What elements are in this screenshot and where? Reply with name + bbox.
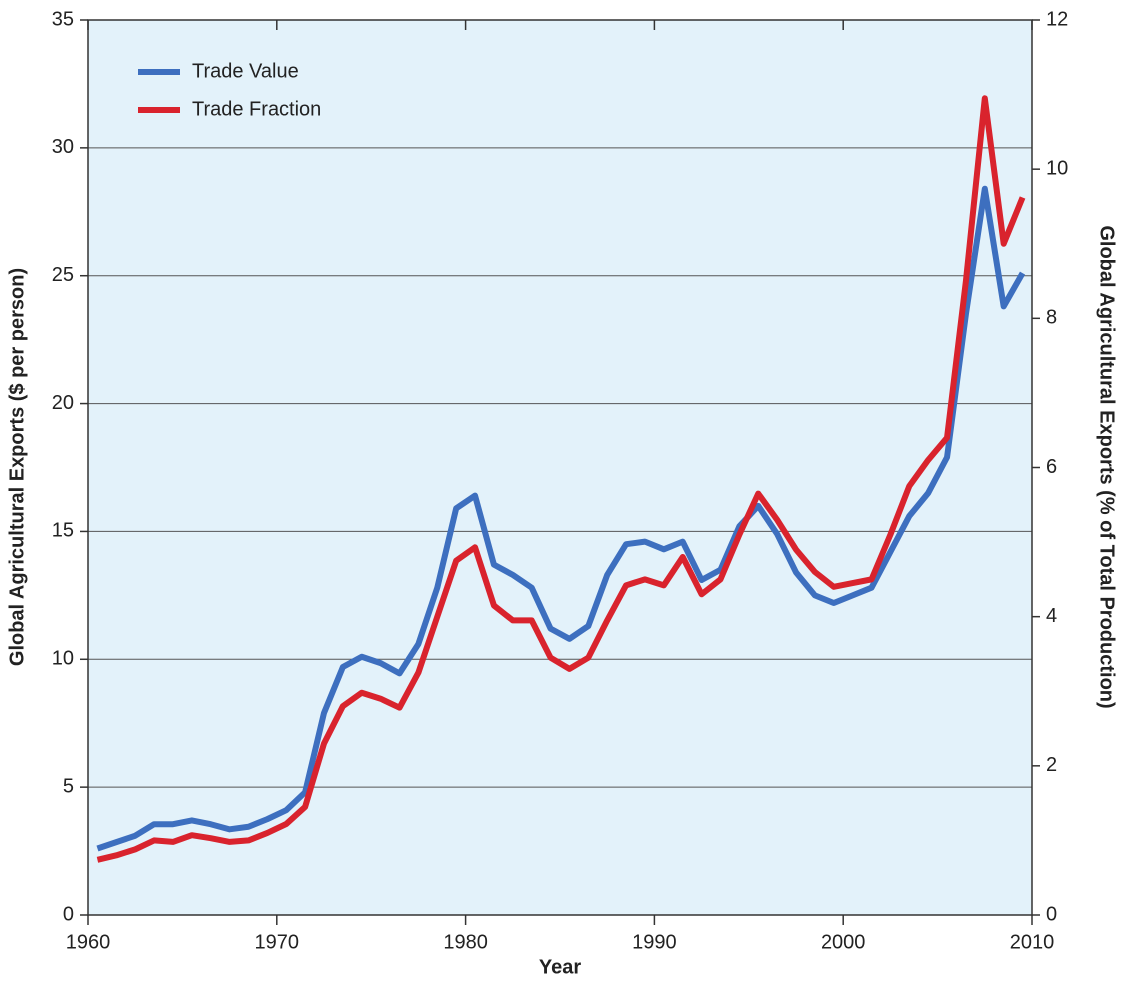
y-tick-label: 35 (52, 8, 74, 30)
y-axis-title: Global Agricultural Exports ($ per perso… (6, 268, 28, 666)
y2-tick-label: 10 (1046, 157, 1068, 179)
legend-label: Trade Value (192, 60, 299, 82)
y2-tick-label: 0 (1046, 903, 1057, 925)
plot-background (88, 20, 1032, 915)
legend-label: Trade Fraction (192, 98, 321, 120)
y2-tick-label: 12 (1046, 8, 1068, 30)
x-axis-title: Year (539, 956, 581, 978)
x-tick-label: 2000 (821, 931, 866, 953)
y2-tick-label: 2 (1046, 754, 1057, 776)
y-tick-label: 15 (52, 520, 74, 542)
x-tick-label: 1980 (443, 931, 488, 953)
x-tick-label: 1990 (632, 931, 677, 953)
y-tick-label: 20 (52, 392, 74, 414)
line-series (96, 185, 1026, 852)
y-tick-label: 25 (52, 264, 74, 286)
y2-tick-label: 8 (1046, 307, 1057, 329)
y-tick-label: 10 (52, 648, 74, 670)
line-series (96, 95, 1026, 863)
x-tick-label: 1960 (66, 931, 111, 953)
y-tick-label: 5 (63, 775, 74, 797)
plot-frame (87, 19, 1033, 916)
y2-tick-label: 6 (1046, 456, 1057, 478)
y2-axis-title: Global Agricultural Exports (% of Total … (1096, 225, 1118, 708)
y-tick-label: 0 (63, 903, 74, 925)
y2-tick-label: 4 (1046, 605, 1057, 627)
y-tick-label: 30 (52, 136, 74, 158)
x-tick-label: 1970 (255, 931, 300, 953)
x-tick-label: 2010 (1010, 931, 1055, 953)
